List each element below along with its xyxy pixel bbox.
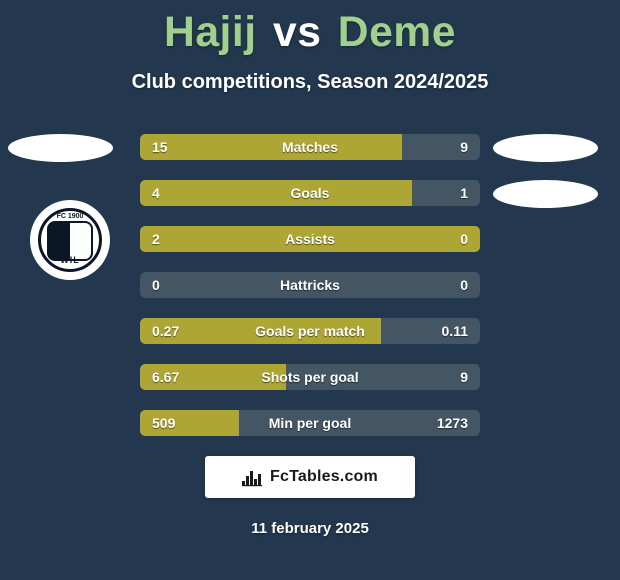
stat-row: 00Hattricks: [140, 272, 480, 298]
stat-row-fill: [140, 180, 412, 206]
subtitle: Club competitions, Season 2024/2025: [0, 71, 620, 94]
stat-row: 20Assists: [140, 226, 480, 252]
fc-wil-top-label: FC 1900: [41, 213, 99, 220]
brand-badge: FcTables.com: [205, 456, 415, 498]
fc-wil-badge-icon: FC 1900 WIL: [30, 200, 110, 280]
stat-row: 159Matches: [140, 134, 480, 160]
comparison-bars: 159Matches 41Goals 20Assists 00Hattricks 0.2…: [140, 134, 480, 436]
stat-row: 41Goals: [140, 180, 480, 206]
stat-row-track: [140, 272, 480, 298]
fc-wil-bottom-label: WIL: [41, 255, 99, 265]
stat-row-fill: [140, 226, 480, 252]
left-team-placeholder-icon: [8, 134, 113, 162]
stat-row-fill: [140, 318, 381, 344]
title-vs: vs: [273, 8, 321, 56]
title-right-name: Deme: [338, 8, 456, 56]
date-text: 11 february 2025: [0, 520, 620, 537]
page-title: Hajij vs Deme: [0, 8, 620, 57]
comparison-stage: FC 1900 WIL 159Matches 41Goals 20Assists 00…: [0, 134, 620, 537]
stat-row-fill: [140, 410, 239, 436]
stat-row: 6.679Shots per goal: [140, 364, 480, 390]
stat-row: 5091273Min per goal: [140, 410, 480, 436]
bar-chart-icon: [242, 467, 262, 487]
stat-row-fill: [140, 134, 402, 160]
title-left-name: Hajij: [164, 8, 257, 56]
stat-row: 0.270.11Goals per match: [140, 318, 480, 344]
page-content: Hajij vs Deme Club competitions, Season …: [0, 0, 620, 580]
stat-row-fill: [140, 364, 286, 390]
right-team-placeholder-icon-2: [493, 180, 598, 208]
fc-wil-badge-inner: FC 1900 WIL: [38, 208, 102, 272]
right-team-placeholder-icon: [493, 134, 598, 162]
brand-text: FcTables.com: [270, 468, 378, 486]
